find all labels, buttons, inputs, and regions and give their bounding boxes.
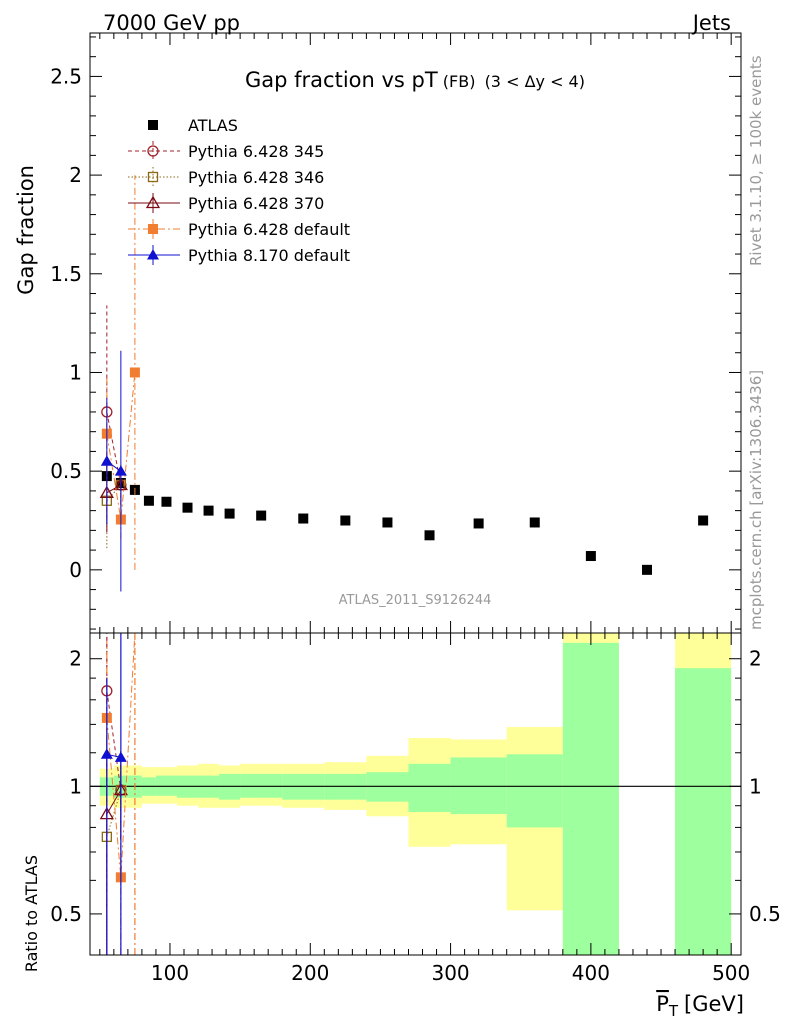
data-point (161, 496, 172, 507)
series-line (106, 484, 122, 502)
ratio-plot-frame (89, 632, 742, 956)
y-tick-label: 0 (69, 558, 82, 582)
data-point (298, 513, 309, 524)
chart-title: Gap fraction vs pT (FB) (3 < Δy < 4) (245, 68, 585, 92)
data-point (585, 551, 596, 562)
x-axis-label: PT [GeV] (656, 992, 744, 1020)
legend-entry: ATLAS (148, 116, 238, 135)
ratio-series-line (106, 690, 122, 791)
ratio-plot-axes: 0.5 0.5 1 1 2 2 100 200 300 400 500 (50, 633, 781, 985)
x-axis-label-main: P (656, 992, 669, 1016)
data-point (100, 455, 113, 466)
legend-label: Pythia 6.428 346 (188, 168, 324, 187)
ratio-uncertainty-bands (99, 633, 732, 955)
ratio-y-tick-label-right: 2 (749, 647, 762, 671)
ratio-plot-panel: 0.5 0.5 1 1 2 2 100 200 300 400 500 Ratio to ATLAS… (22, 632, 781, 1020)
x-axis-label-unit: [GeV] (684, 992, 744, 1016)
header-process: 7000 GeV pp (103, 11, 240, 35)
legend-label: ATLAS (188, 116, 238, 135)
legend-label: Pythia 6.428 345 (188, 142, 324, 161)
data-point (114, 465, 127, 476)
x-axis-label-sub: T (668, 1002, 679, 1020)
header-category: Jets (691, 11, 731, 35)
ratio-plot-data (99, 632, 136, 955)
legend-marker (147, 145, 159, 157)
inner-uncertainty-band (408, 763, 451, 812)
legend-entry: Pythia 6.428 346 (128, 167, 324, 187)
data-point (473, 518, 484, 529)
legend-entry: Pythia 6.428 345 (128, 141, 324, 161)
data-point (143, 495, 154, 506)
x-tick-label: 500 (712, 961, 750, 985)
ratio-point (114, 751, 127, 762)
ratio-y-tick-label-right: 1 (749, 774, 762, 798)
watermark-analysis: ATLAS_2011_S9126244 (339, 593, 492, 608)
chart-title-main: Gap fraction vs pT (245, 68, 438, 92)
y-tick-label: 0.5 (50, 459, 82, 483)
y-tick-label: 1 (69, 360, 82, 384)
data-point (340, 515, 351, 526)
data-point (641, 564, 652, 575)
legend-label: Pythia 6.428 370 (188, 194, 324, 213)
series-line (106, 411, 122, 486)
legend-label: Pythia 8.170 default (188, 246, 350, 265)
inner-uncertainty-band (155, 775, 177, 796)
ratio-y-tick-label: 2 (69, 647, 82, 671)
inner-uncertainty-band (506, 754, 563, 828)
data-point (698, 515, 709, 526)
data-point (256, 510, 267, 521)
series-0 (101, 471, 709, 575)
legend-marker (148, 224, 158, 234)
legend-label: Pythia 6.428 default (188, 220, 350, 239)
x-tick-label: 200 (291, 961, 329, 985)
legend-marker (145, 195, 161, 209)
chart-title-sub: (FB) (443, 72, 476, 91)
ratio-y-tick-label-right: 0.5 (749, 902, 781, 926)
chart-title-condition: (3 < Δy < 4) (485, 72, 585, 91)
ratio-y-tick-label: 1 (69, 774, 82, 798)
legend-entry: Pythia 6.428 370 (128, 193, 324, 213)
y-tick-label: 2 (69, 163, 82, 187)
data-point (203, 505, 214, 516)
data-point (129, 367, 140, 378)
ratio-plot-y-label: Ratio to ATLAS (22, 855, 41, 972)
data-point (424, 530, 435, 541)
data-point (182, 502, 193, 513)
inner-uncertainty-band (675, 668, 732, 955)
ratio-series-line (106, 789, 122, 837)
main-plot-y-label: Gap fraction (14, 165, 38, 295)
data-point (224, 508, 235, 519)
x-tick-label: 300 (431, 961, 469, 985)
rivet-version-note: Rivet 3.1.10, ≥ 100k events (747, 55, 765, 266)
legend-marker (147, 171, 159, 183)
x-tick-label: 100 (151, 961, 189, 985)
ratio-y-tick-label: 0.5 (50, 902, 82, 926)
y-tick-label: 2.5 (50, 64, 82, 88)
data-point (382, 517, 393, 528)
ratio-series-4 (100, 633, 127, 955)
legend: ATLAS Pythia 6.428 345 Pythia 6.428 346 Pyt… (128, 116, 350, 265)
legend-entry: Pythia 8.170 default (128, 245, 350, 265)
legend-marker (148, 120, 158, 130)
y-tick-label: 1.5 (50, 262, 82, 286)
ratio-point (100, 748, 113, 759)
legend-entry: Pythia 6.428 default (128, 219, 350, 239)
legend-marker (147, 249, 159, 260)
main-plot-axes: 0 0.5 1 1.5 2 2.5 (50, 33, 741, 633)
x-tick-label: 400 (572, 961, 610, 985)
series-5 (100, 350, 127, 592)
main-plot-panel: 0 0.5 1 1.5 2 2.5 Gap fraction ATLAS_2011_S91… (14, 32, 742, 634)
data-point (529, 517, 540, 528)
mcplots-reference: mcplots.cern.ch [arXiv:1306.3436] (747, 370, 765, 630)
main-plot-data (99, 175, 709, 592)
inner-uncertainty-band (562, 642, 619, 955)
